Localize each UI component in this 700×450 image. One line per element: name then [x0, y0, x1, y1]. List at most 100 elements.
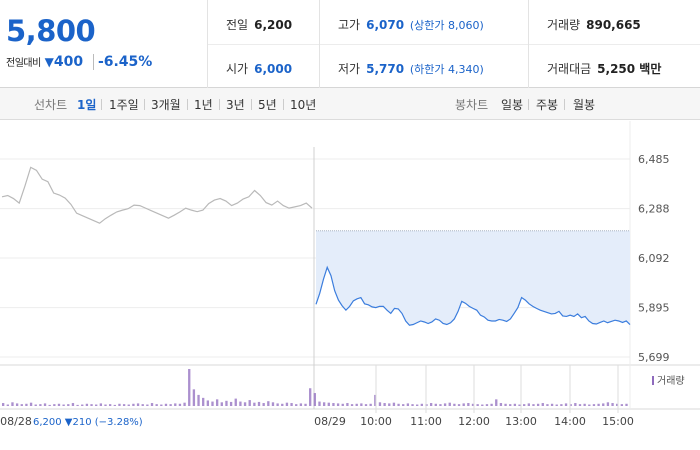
volume-bar	[546, 404, 549, 406]
volume-bar	[578, 404, 582, 406]
prev-close-cell: 전일 6,200	[226, 16, 292, 33]
tab-1-year[interactable]: 1년	[194, 98, 213, 112]
volume-bar	[192, 389, 196, 406]
volume-bar	[332, 403, 335, 406]
volume-bar	[490, 403, 493, 406]
volume-bar	[271, 402, 275, 406]
tab-separator	[101, 99, 102, 110]
previous-day-series-line	[1, 166, 313, 224]
volume-bar	[485, 404, 489, 406]
high-value: 6,070	[366, 18, 405, 32]
price-chart-svg[interactable]: 6,485 6,288 6,092 5,895 5,699 거래량 08/28 08/29 10…	[0, 121, 700, 450]
tab-weekly-candle[interactable]: 주봉	[536, 98, 559, 112]
volume-bar	[239, 401, 242, 406]
volume-bar	[178, 403, 182, 406]
volume-bar	[104, 404, 107, 406]
volume-bar	[471, 403, 475, 406]
volume-bar	[132, 403, 135, 406]
volume-bar	[411, 404, 414, 406]
volume-bar	[453, 403, 456, 406]
volume-bar	[462, 403, 465, 406]
volume-legend-swatch	[652, 376, 654, 385]
volume-bar	[281, 403, 284, 406]
lower-limit: (하한가 4,340)	[409, 63, 484, 76]
volume-bar	[550, 403, 554, 406]
volume-bar	[513, 403, 517, 406]
volume-bar	[360, 403, 363, 406]
volume-bar	[6, 404, 9, 406]
volume-bar	[406, 403, 410, 406]
x-tick-label: 15:00	[602, 415, 634, 428]
volume-bar	[476, 404, 479, 406]
tab-1-day[interactable]: 1일	[77, 98, 97, 112]
volume-bar	[434, 403, 437, 406]
volume-bar	[141, 404, 144, 406]
volume-bar	[518, 404, 521, 406]
volume-bar	[276, 403, 279, 406]
volume-bar	[202, 397, 205, 406]
tab-separator	[564, 99, 565, 110]
volume-bar	[495, 399, 498, 406]
low-cell: 저가 5,770 (하한가 4,340)	[338, 60, 484, 77]
volume-label: 거래량	[547, 18, 581, 32]
volume-bar	[602, 403, 605, 406]
volume-bar	[290, 403, 293, 406]
x-tick-label: 12:00	[458, 415, 490, 428]
volume-value: 890,665	[586, 18, 641, 32]
tab-separator	[219, 99, 220, 110]
line-chart-label: 선차트	[34, 98, 68, 112]
volume-cell: 거래량 890,665	[547, 16, 641, 33]
volume-bar	[536, 403, 540, 406]
amount-cell: 거래대금 5,250 백만	[547, 60, 661, 77]
info-col-prev-open: 전일 6,200 시가 6,000	[208, 0, 320, 88]
volume-bar	[509, 404, 512, 406]
volume-bar	[43, 403, 47, 406]
volume-bar	[448, 402, 451, 406]
volume-bar	[588, 404, 591, 406]
tab-5-years[interactable]: 5년	[258, 98, 277, 112]
volume-bar	[169, 404, 172, 406]
tab-separator	[187, 99, 188, 110]
volume-bar	[48, 404, 51, 406]
volume-bar	[20, 404, 23, 406]
info-col-volume: 거래량 890,665 거래대금 5,250 백만	[529, 0, 700, 88]
volume-bar	[2, 403, 5, 406]
tab-daily-candle[interactable]: 일봉	[501, 98, 524, 112]
x-tick-label: 08/29	[314, 415, 346, 428]
volume-bar	[299, 403, 303, 406]
tab-3-years[interactable]: 3년	[226, 98, 245, 112]
volume-bar	[350, 404, 354, 406]
volume-bar	[95, 404, 98, 406]
volume-bar	[560, 404, 563, 406]
volume-bar	[309, 388, 312, 406]
volume-bar	[532, 404, 535, 406]
x-tick-label: 13:00	[505, 415, 537, 428]
volume-bar	[364, 404, 368, 406]
volume-bar	[467, 403, 470, 406]
volume-bar	[564, 403, 568, 406]
volume-bar	[336, 403, 340, 406]
volume-bar	[11, 402, 14, 406]
volume-bar	[439, 404, 442, 406]
row-divider	[208, 44, 700, 45]
volume-bar	[81, 404, 84, 406]
tab-monthly-candle[interactable]: 월봉	[573, 98, 596, 112]
tab-3-months[interactable]: 3개월	[151, 98, 181, 112]
volume-bar	[174, 403, 177, 406]
down-arrow-icon: ▼	[44, 55, 54, 69]
change-value: 400	[53, 54, 84, 70]
amount-label: 거래대금	[547, 62, 592, 76]
x-tick-label: 11:00	[410, 415, 442, 428]
volume-bar	[243, 402, 247, 406]
y-tick-label: 6,092	[638, 252, 670, 265]
volume-bar	[327, 402, 330, 406]
x-tick-label: 08/28	[0, 415, 32, 428]
tab-10-years[interactable]: 10년	[290, 98, 317, 112]
tab-separator	[283, 99, 284, 110]
volume-bar	[99, 403, 103, 406]
tab-1-week[interactable]: 1주일	[109, 98, 139, 112]
change-percent: -6.45%	[92, 54, 153, 70]
intraday-price-chart[interactable]: 6,485 6,288 6,092 5,895 5,699 거래량 08/28 08/29 10…	[0, 121, 700, 450]
volume-bar	[215, 399, 219, 406]
volume-bar	[188, 369, 191, 406]
